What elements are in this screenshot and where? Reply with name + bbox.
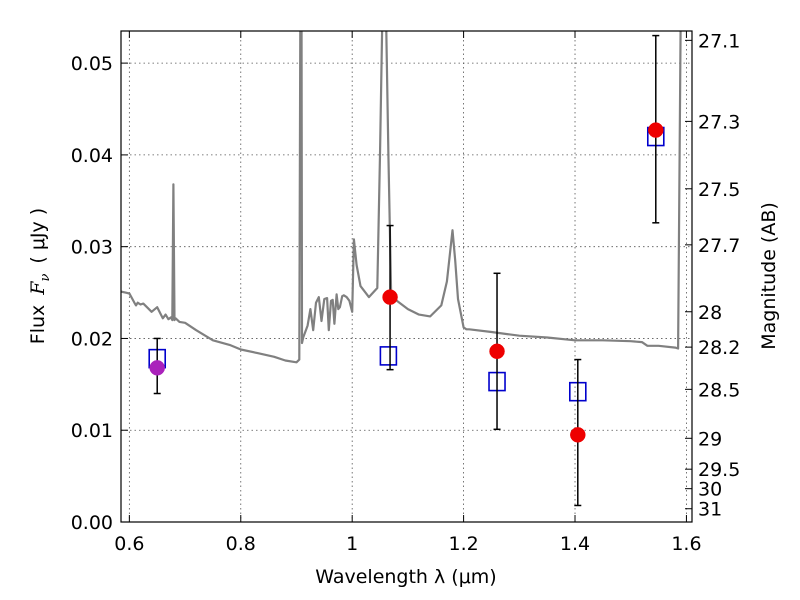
magnitude-tick-label: 27.1 <box>698 30 740 52</box>
plot-frame <box>120 30 693 523</box>
grid-lines <box>121 31 692 523</box>
y-axis-label-symbol: F <box>27 281 49 296</box>
magnitude-tick-label: 27.3 <box>698 111 740 133</box>
x-tick-label: 0.6 <box>114 533 144 555</box>
observed-flux-point <box>489 343 505 360</box>
observed-flux-point <box>149 360 165 376</box>
magnitude-tick-label: 28.2 <box>698 337 740 359</box>
magnitude-tick-label: 29.5 <box>698 459 740 481</box>
y-tick-label: 0.01 <box>71 420 113 442</box>
magnitude-tick-label: 31 <box>698 499 722 521</box>
plot-area <box>121 31 682 364</box>
y-axis-label-prefix: Flux <box>27 305 49 345</box>
y-axis-label-unit: ( μJy ) <box>27 208 49 264</box>
y-axis-label: Flux Fν ( μJy ) <box>27 208 53 344</box>
x-tick-label: 1.2 <box>448 533 478 555</box>
x-axis-label: Wavelength λ (μm) <box>315 566 496 588</box>
x-tick-label: 1.4 <box>560 533 590 555</box>
y-axis-label-subscript: ν <box>38 274 53 282</box>
model-spectrum-line <box>121 31 682 364</box>
y-tick-label: 0.02 <box>71 328 113 350</box>
x-tick-label: 1.6 <box>671 533 701 555</box>
observed-flux-point <box>382 289 398 305</box>
y-tick-label: 0.03 <box>71 237 113 259</box>
magnitude-tick-label: 28.5 <box>698 379 740 401</box>
magnitude-tick-label: 28 <box>698 302 722 324</box>
observed-flux-point <box>648 122 664 138</box>
magnitude-tick-label: 27.7 <box>698 235 740 257</box>
y-tick-label: 0.04 <box>71 145 113 167</box>
axis-ticks: 0.6 0.8 1 1.2 1.4 1.6 0.00 0.01 0.02 0.03 0.04 0.05… <box>71 30 741 555</box>
x-tick-label: 0.8 <box>226 533 256 555</box>
x-tick-label: 1 <box>346 533 358 555</box>
model-photometry-square <box>379 346 398 366</box>
error-bars <box>148 34 665 507</box>
magnitude-tick-label: 27.5 <box>698 179 740 201</box>
magnitude-tick-label: 30 <box>698 479 722 501</box>
magnitude-tick-label: 29 <box>698 428 722 450</box>
observed-flux-point <box>570 427 586 443</box>
y-axis-label-right: Magnitude (AB) <box>758 202 780 350</box>
y-tick-label: 0.00 <box>71 512 113 534</box>
y-tick-label: 0.05 <box>71 53 113 75</box>
